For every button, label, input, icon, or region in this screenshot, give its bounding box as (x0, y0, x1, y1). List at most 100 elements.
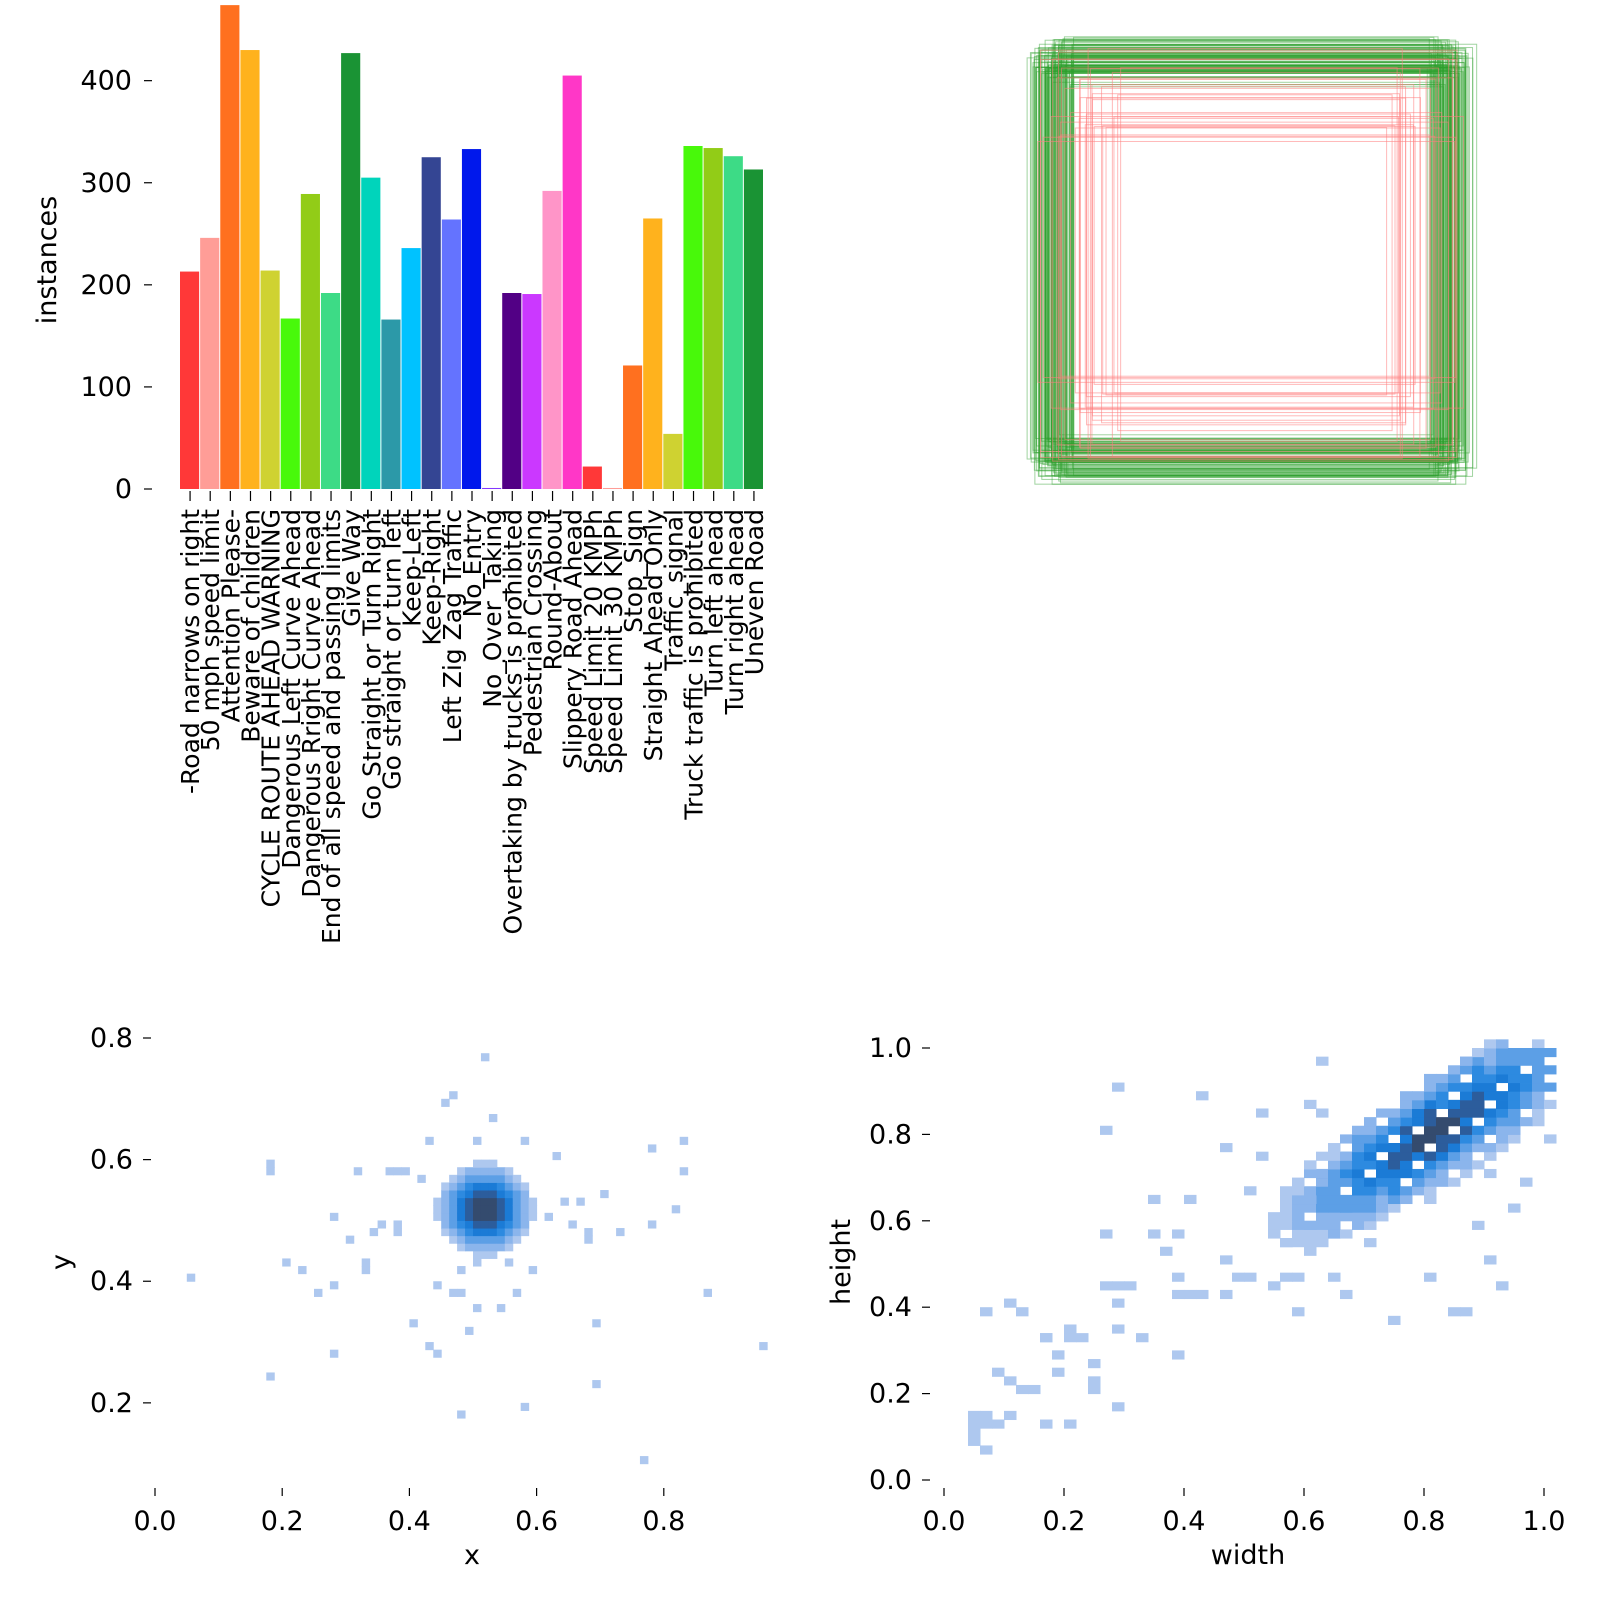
wh-cell-50 (1196, 1289, 1209, 1300)
bar-series (180, 5, 763, 490)
xy-cell-111 (473, 1220, 482, 1229)
wh-cell-12 (1004, 1376, 1017, 1386)
xy-cell-168 (512, 1235, 522, 1244)
xy-cell-41 (504, 1258, 514, 1267)
xy-cell-6 (314, 1288, 323, 1297)
wh-cell-51 (1220, 1289, 1233, 1300)
wh-cell-329 (1484, 1073, 1497, 1084)
bar-y-tick-label-4: 400 (80, 66, 132, 97)
bar-10 (381, 319, 401, 489)
wh-cell-57 (1256, 1151, 1269, 1161)
wh-cell-327 (1496, 1091, 1509, 1101)
wh-cell-274 (1448, 1117, 1461, 1127)
xy-cell-170 (512, 1220, 522, 1229)
wh-y-tick-label-2: 0.4 (869, 1292, 912, 1323)
wh-cell-103 (1304, 1220, 1317, 1230)
wh-cell-353 (1544, 1099, 1557, 1109)
wh-cell-67 (1328, 1272, 1341, 1282)
xy-cell-181 (520, 1197, 530, 1206)
xy-cell-141 (488, 1190, 498, 1199)
wh-cell-341 (1484, 1056, 1497, 1066)
xy-cell-155 (496, 1174, 506, 1183)
xy-cell-74 (441, 1190, 450, 1199)
wh-cell-152 (1376, 1212, 1389, 1222)
wh-cell-106 (1280, 1194, 1293, 1205)
xy-cell-137 (488, 1220, 498, 1229)
wh-cell-96 (1292, 1220, 1305, 1230)
wh-cell-234 (1388, 1117, 1401, 1127)
wh-x-axis: 0.0 0.2 0.4 0.6 0.8 1.0 (923, 1488, 1565, 1537)
xy-cell-45 (520, 1402, 530, 1411)
wh-cell-145 (1352, 1194, 1365, 1205)
wh-cell-332 (1460, 1056, 1473, 1066)
wh-cell-104 (1292, 1212, 1305, 1222)
xy-cell-150 (496, 1212, 506, 1221)
xy-cell-163 (504, 1197, 514, 1206)
xy-cell-8 (329, 1281, 339, 1290)
wh-cell-244 (1412, 1117, 1425, 1127)
xy-cell-24 (425, 1136, 434, 1145)
wh-cell-265 (1424, 1108, 1437, 1118)
wh-cell-312 (1448, 1065, 1461, 1075)
wh-cell-48 (1184, 1194, 1197, 1205)
xy-cell-52 (584, 1235, 593, 1244)
label-box-6 (1073, 57, 1444, 454)
xy-cell-34 (473, 1304, 482, 1313)
xy-cell-37 (480, 1053, 490, 1062)
wh-cell-212 (1376, 1125, 1389, 1135)
label-box-4 (1045, 73, 1461, 447)
xy-cell-116 (473, 1182, 482, 1191)
label-box-25 (1072, 44, 1444, 469)
wh-cell-365 (1520, 1056, 1533, 1066)
label-box-129 (1078, 117, 1434, 410)
xy-cell-153 (496, 1190, 506, 1199)
wh-cell-257 (1400, 1091, 1413, 1101)
wh-cell-82 (1532, 1039, 1545, 1049)
xy-cell-184 (528, 1212, 538, 1221)
xy-cell-101 (465, 1205, 474, 1214)
wh-cell-22 (1052, 1367, 1065, 1377)
label-box-132 (1079, 97, 1421, 414)
xy-cell-129 (480, 1182, 490, 1191)
wh-cell-66 (1316, 1108, 1329, 1118)
wh-y-tick-label-5: 1.0 (869, 1033, 912, 1064)
wh-cell-100 (1316, 1238, 1329, 1248)
xy-cell-186 (528, 1197, 538, 1206)
wh-cell-117 (1328, 1220, 1341, 1230)
label-box-78 (1052, 70, 1451, 445)
xy-cell-182 (520, 1190, 530, 1199)
wh-cell-231 (1412, 1134, 1425, 1144)
xy-cell-47 (544, 1212, 553, 1221)
bar-x-tick-label-0: -Road narrows on right (176, 509, 205, 794)
wh-cell-370 (1532, 1048, 1545, 1058)
label-box-0 (1046, 53, 1447, 460)
label-box-131 (1120, 67, 1398, 443)
xy-cell-84 (449, 1174, 458, 1183)
wh-cell-41 (1148, 1194, 1161, 1205)
xy-cell-26 (433, 1281, 442, 1290)
bar-x-tick-label-21: Speed Limit 30 KMPh (599, 509, 628, 774)
wh-cell-211 (1376, 1134, 1389, 1144)
xy-cell-175 (512, 1182, 522, 1191)
wh-cell-269 (1484, 1151, 1497, 1161)
xy-cell-158 (504, 1235, 514, 1244)
xy-cell-55 (592, 1319, 601, 1328)
wh-cell-74 (1472, 1220, 1485, 1230)
wh-cell-232 (1400, 1125, 1413, 1135)
wh-cell-263 (1436, 1125, 1449, 1135)
bar-x-tick-label-6: Dangerous Rright Curve Ahead (297, 509, 326, 898)
wh-cell-362 (1544, 1082, 1557, 1092)
wh-cell-116 (1340, 1229, 1353, 1239)
xy-histogram-cells (186, 1053, 768, 1465)
wh-cell-34 (1112, 1298, 1125, 1308)
wh-cell-37 (1112, 1082, 1125, 1092)
wh-cell-59 (1268, 1281, 1281, 1291)
label-box-120 (1050, 116, 1465, 409)
wh-cell-166 (1364, 1177, 1377, 1187)
xy-cell-134 (488, 1243, 498, 1252)
xy-x-tick-label-2: 0.4 (388, 1506, 431, 1537)
wh-cell-171 (1328, 1143, 1341, 1153)
xy-cell-86 (457, 1235, 466, 1244)
bar-x-tick-label-28: Uneven Road (740, 509, 769, 675)
wh-cell-140 (1316, 1168, 1329, 1179)
